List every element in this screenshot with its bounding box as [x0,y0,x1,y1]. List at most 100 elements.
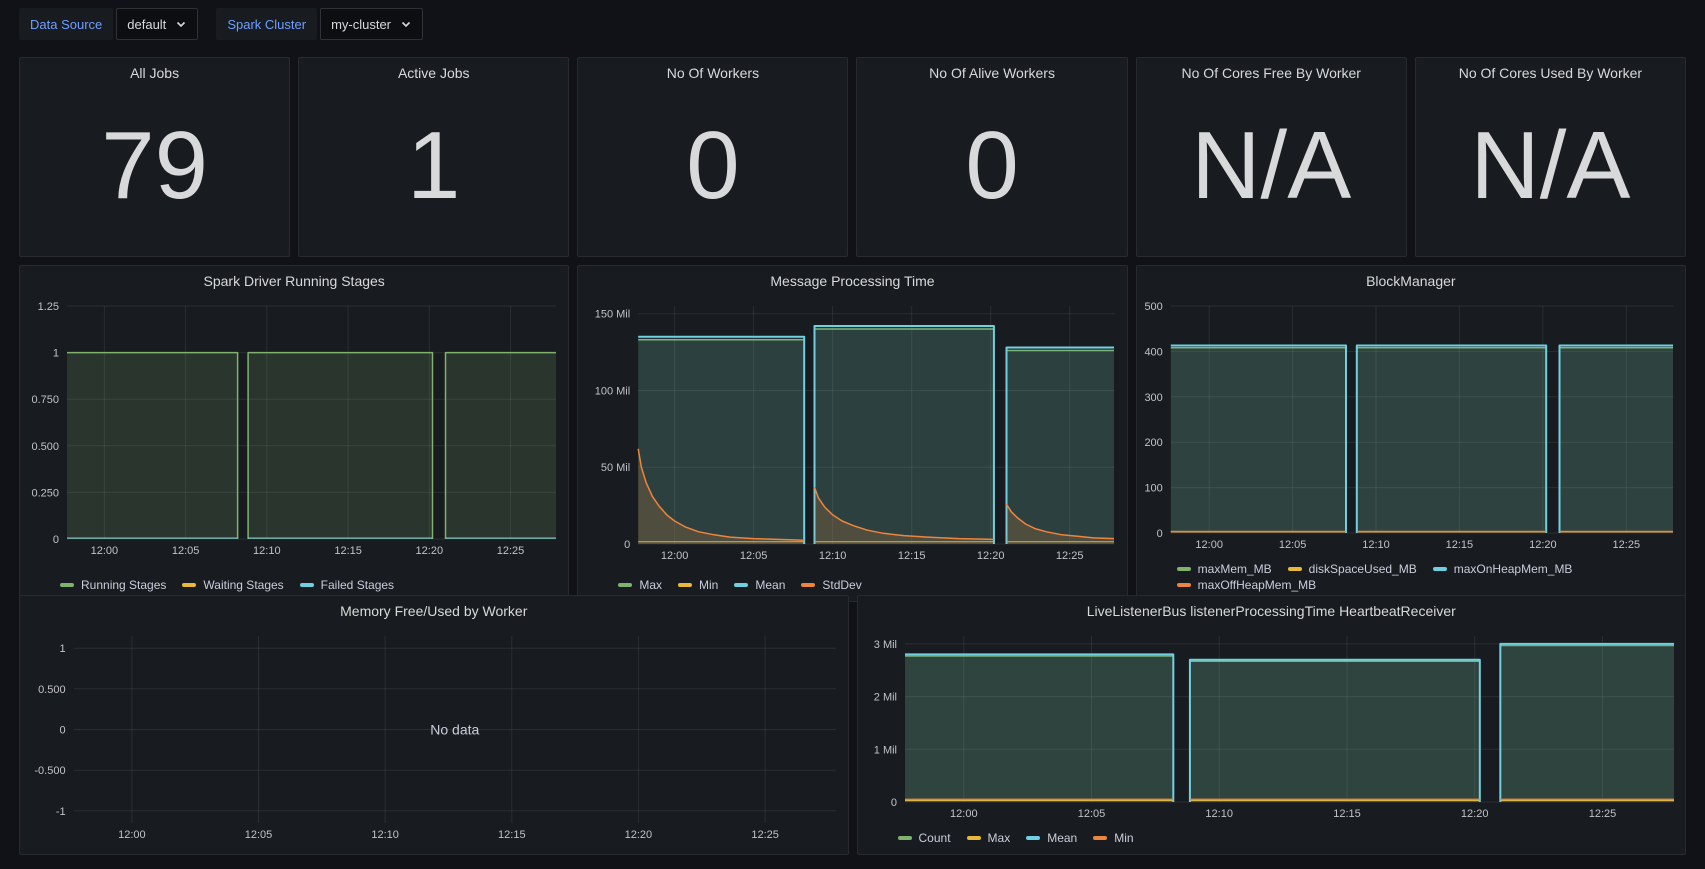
svg-text:12:00: 12:00 [1195,539,1223,551]
legend-item[interactable]: Count [897,831,951,845]
data-source-label[interactable]: Data Source [19,8,114,40]
panel-title[interactable]: No Of Workers [666,65,760,81]
panel-title[interactable]: No Of Alive Workers [929,65,1055,81]
svg-text:1.25: 1.25 [38,301,59,313]
series-color-swatch [1026,836,1041,840]
panel-spark-driver-running-stages: Spark Driver Running Stages 0 0.250 0.500 0… [19,265,570,602]
legend-label: Waiting Stages [203,578,284,592]
svg-text:3 Mil: 3 Mil [873,639,896,651]
chevron-down-icon [400,18,412,30]
svg-text:12:00: 12:00 [661,550,689,562]
svg-text:150 Mil: 150 Mil [595,309,630,321]
panel-title[interactable]: Spark Driver Running Stages [203,273,385,289]
svg-text:50 Mil: 50 Mil [601,462,630,474]
panel-title[interactable]: All Jobs [130,65,180,81]
panel-memory-free-used-by-worker: Memory Free/Used by Worker -1 -0.500 0 0.50… [19,595,849,855]
panel-all-jobs: All Jobs 79 [19,57,291,257]
svg-text:0: 0 [624,539,630,551]
legend-item[interactable]: Mean [1026,831,1077,845]
legend-item[interactable]: Failed Stages [299,578,394,592]
legend-item[interactable]: maxOnHeapMem_MB [1432,562,1573,576]
svg-text:12:20: 12:20 [1460,808,1488,820]
svg-text:12:00: 12:00 [118,829,146,841]
stat-value: N/A [1470,112,1631,219]
legend-label: Min [1114,831,1134,845]
svg-text:0.250: 0.250 [31,487,59,499]
svg-text:0: 0 [1156,528,1162,540]
running-stages-chart[interactable]: 0 0.250 0.500 0.750 1 1.25 12:00 12:05 12:10 12:1… [20,296,568,575]
svg-text:12:10: 12:10 [371,829,399,841]
legend-label: Running Stages [81,578,167,592]
chart-legend: Count Max Mean Min [858,828,1686,854]
svg-text:12:25: 12:25 [751,829,779,841]
series-color-swatch [734,583,749,587]
panel-title[interactable]: BlockManager [1366,273,1456,289]
svg-text:12:05: 12:05 [1278,539,1306,551]
legend-item[interactable]: Running Stages [60,578,166,592]
svg-text:300: 300 [1144,392,1162,404]
spark-cluster-picker[interactable]: my-cluster [320,8,424,40]
legend-item[interactable]: Waiting Stages [182,578,284,592]
panel-cores-free-by-worker: No Of Cores Free By Worker N/A [1135,57,1407,257]
memory-by-worker-chart[interactable]: -1 -0.500 0 0.500 1 12:00 12:05 12:10 12:15 12:20… [20,626,848,854]
panel-title[interactable]: LiveListenerBus listenerProcessingTime H… [1086,603,1456,619]
svg-text:12:25: 12:25 [497,545,525,557]
series-color-swatch [678,583,692,587]
panel-title[interactable]: No Of Cores Used By Worker [1458,65,1643,81]
legend-label: Max [987,831,1011,845]
legend-item[interactable]: maxOffHeapMem_MB [1176,578,1317,592]
svg-text:-1: -1 [56,806,66,818]
stat-value: 1 [407,112,461,219]
legend-item[interactable]: Mean [734,578,785,592]
blockmanager-chart[interactable]: 0 100 200 300 400 500 12:00 12:05 12:10 12:15 12:2… [1137,296,1685,559]
legend-item[interactable]: diskSpaceUsed_MB [1287,562,1417,576]
legend-label: Count [918,831,951,845]
legend-label: Min [699,578,719,592]
legend-item[interactable]: maxMem_MB [1176,562,1272,576]
panel-title[interactable]: Active Jobs [397,65,470,81]
series-color-swatch [1176,583,1191,587]
svg-text:12:15: 12:15 [498,829,526,841]
series-color-swatch [182,583,197,587]
svg-text:12:10: 12:10 [1362,539,1390,551]
chart-legend: Running Stages Waiting Stages Failed Stage… [20,575,568,601]
legend-label: maxOnHeapMem_MB [1453,562,1573,576]
legend-item[interactable]: Max [618,578,662,592]
svg-text:No data: No data [430,722,479,738]
svg-text:100: 100 [1144,483,1162,495]
charts-row-1: Spark Driver Running Stages 0 0.250 0.500 0… [19,265,1686,602]
legend-item[interactable]: Min [1093,831,1134,845]
stat-value: 0 [965,112,1019,219]
svg-text:12:05: 12:05 [245,829,273,841]
panel-active-jobs: Active Jobs 1 [298,57,570,257]
svg-text:1 Mil: 1 Mil [873,744,896,756]
svg-text:12:00: 12:00 [91,545,119,557]
series-color-swatch [618,583,633,587]
legend-label: maxOffHeapMem_MB [1197,578,1317,592]
panel-title[interactable]: Memory Free/Used by Worker [340,603,528,619]
data-source-picker[interactable]: default [116,8,199,40]
svg-text:1: 1 [59,643,65,655]
svg-text:1: 1 [53,348,59,360]
spark-cluster-label[interactable]: Spark Cluster [216,8,318,40]
panel-title[interactable]: Message Processing Time [770,273,935,289]
legend-label: Mean [755,578,786,592]
svg-text:12:20: 12:20 [1529,539,1557,551]
chevron-down-icon [175,18,187,30]
svg-text:12:15: 12:15 [1333,808,1361,820]
svg-text:500: 500 [1144,301,1162,313]
message-processing-time-chart[interactable]: 0 50 Mil 100 Mil 150 Mil 12:00 12:05 12:10 12:1… [578,296,1126,575]
svg-text:400: 400 [1144,346,1162,358]
svg-text:0: 0 [890,797,896,809]
legend-item[interactable]: Max [966,831,1011,845]
stat-value: 0 [686,112,740,219]
legend-item[interactable]: Min [678,578,718,592]
livelistenerbus-chart[interactable]: 0 1 Mil 2 Mil 3 Mil 12:00 12:05 12:10 12:15 12:2… [858,626,1686,828]
svg-text:12:25: 12:25 [1056,550,1084,562]
stat-value: 79 [101,112,208,219]
panel-title[interactable]: No Of Cores Free By Worker [1181,65,1361,81]
svg-text:12:00: 12:00 [950,808,978,820]
legend-item[interactable]: StdDev [801,578,862,592]
svg-text:12:20: 12:20 [416,545,444,557]
panel-message-processing-time: Message Processing Time 0 50 Mil 100 Mil 15… [577,265,1128,602]
